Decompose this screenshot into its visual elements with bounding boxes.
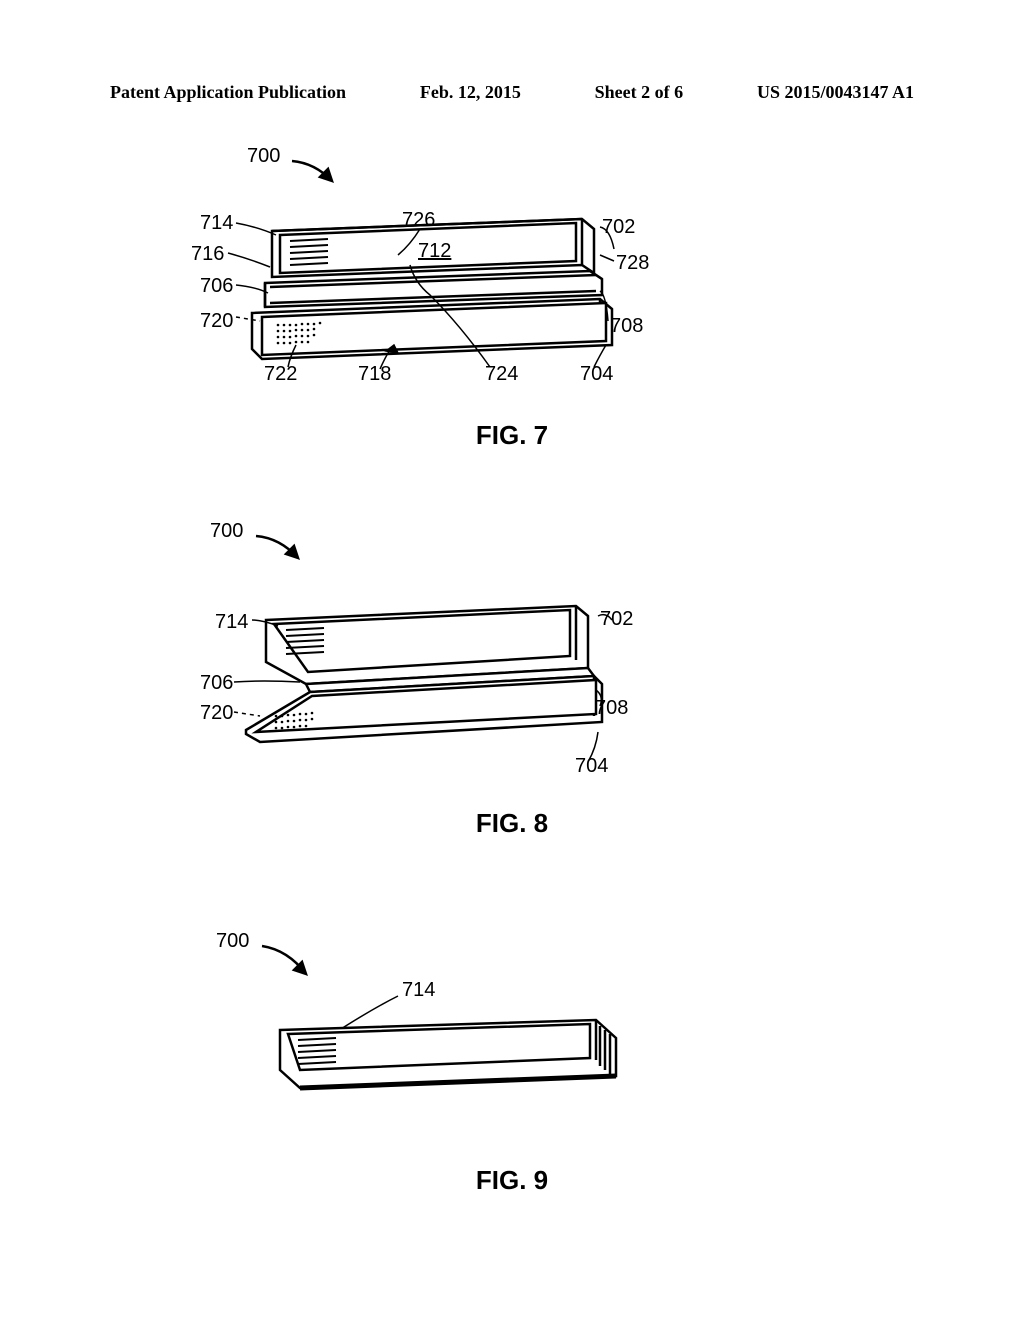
ref-714-fig8: 714 [215,611,248,634]
ref-702-fig7: 702 [602,216,635,239]
ref-724: 724 [485,363,518,386]
fig9-caption: FIG. 9 [0,1165,1024,1196]
ref-708-fig8: 708 [595,697,628,720]
ref-720-fig7: 720 [200,310,233,333]
ref-712: 712 [418,240,451,263]
ref-702-fig8: 702 [600,608,633,631]
figure-8-drawing [0,520,1024,830]
pub-date: Feb. 12, 2015 [420,82,521,103]
sheet-num: Sheet 2 of 6 [595,82,684,103]
ref-716: 716 [191,243,224,266]
ref-704-fig7: 704 [580,363,613,386]
figure-7-drawing [0,145,1024,445]
ref-706-fig7: 706 [200,275,233,298]
fig7-caption: FIG. 7 [0,420,1024,451]
pub-type: Patent Application Publication [110,82,346,103]
ref-718: 718 [358,363,391,386]
ref-722: 722 [264,363,297,386]
ref-708-fig7: 708 [610,315,643,338]
ref-726: 726 [402,209,435,232]
ref-720-fig8: 720 [200,702,233,725]
page-header: Patent Application Publication Feb. 12, … [0,82,1024,103]
ref-706-fig8: 706 [200,672,233,695]
ref-714-fig7: 714 [200,212,233,235]
fig8-caption: FIG. 8 [0,808,1024,839]
ref-728: 728 [616,252,649,275]
pub-number: US 2015/0043147 A1 [757,82,914,103]
ref-704-fig8: 704 [575,755,608,778]
figure-9-drawing [0,930,1024,1190]
